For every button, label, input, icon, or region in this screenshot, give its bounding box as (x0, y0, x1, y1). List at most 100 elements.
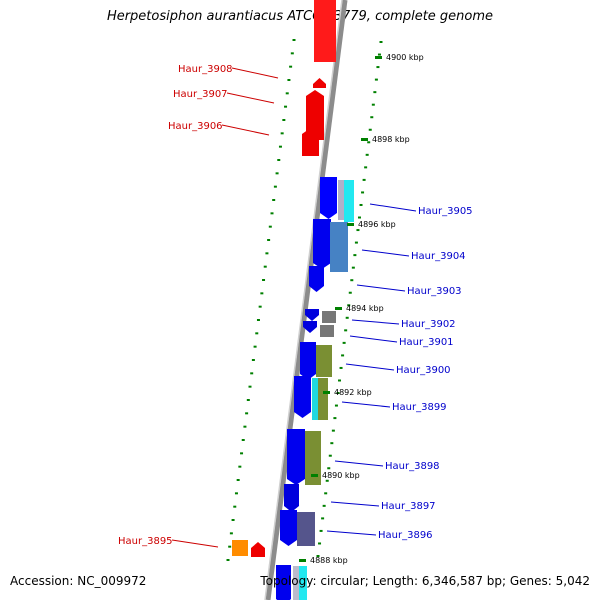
gene-label: Haur_3895 (118, 536, 173, 547)
guide-dot (351, 266, 355, 269)
guide-dot (233, 505, 237, 508)
gene-olive-box (318, 378, 328, 420)
guide-dot (250, 372, 254, 375)
guide-dot (260, 292, 264, 295)
guide-dot (331, 429, 335, 432)
guide-dot (273, 185, 277, 188)
guide-dot (258, 305, 262, 308)
gene-arrow-forward (276, 565, 291, 600)
guide-dot (245, 412, 249, 415)
gene-label: Haur_3908 (178, 64, 233, 75)
guide-dot (325, 479, 329, 482)
gene-label: Haur_3905 (418, 206, 473, 217)
gene-arrow-forward (300, 342, 316, 380)
gene-arrow-reverse (306, 90, 324, 140)
gene-orange-box (232, 540, 248, 556)
scale-tick-mark (375, 56, 382, 59)
guide-dot (226, 559, 230, 561)
guide-dot (362, 178, 366, 181)
gene-arrow-forward (284, 484, 299, 512)
genome-backbone (264, 0, 348, 600)
gene-cyan-box (344, 180, 354, 222)
guide-dot (282, 119, 286, 121)
guide-dot (373, 91, 377, 94)
gene-arrow-reverse (313, 78, 326, 88)
gene-label: Haur_3907 (173, 89, 228, 100)
gene-labels: Haur_3908 Haur_3907 Haur_3906 Haur_3905 Haur… (118, 64, 473, 548)
guide-dot (333, 417, 337, 420)
guide-dot (345, 316, 349, 319)
guide-dot (238, 465, 242, 468)
gene-label: Haur_3899 (392, 402, 447, 413)
gene-leader-line (351, 319, 400, 325)
guide-dot (328, 454, 332, 457)
guide-dot (285, 92, 289, 95)
guide-dot (272, 199, 276, 201)
guide-dot (339, 366, 343, 369)
scale-tick-label: 4892 kbp (334, 388, 372, 397)
gene-features (232, 0, 354, 600)
gene-arrow-forward (305, 309, 319, 321)
guide-dot (263, 265, 267, 268)
guide-dot (246, 399, 250, 401)
gene-arrow-reverse (302, 128, 319, 156)
guide-dot (292, 39, 296, 41)
guide-dot (284, 105, 288, 108)
guide-dot (253, 345, 257, 348)
guide-dot (289, 65, 293, 68)
scale-tick-label: 4890 kbp (322, 471, 360, 480)
gene-leader-line (330, 501, 380, 507)
gene-leader-line (341, 401, 391, 408)
map-title: Herpetosiphon aurantiacus ATCC 23779, co… (106, 9, 494, 24)
guide-dot (278, 145, 282, 148)
guide-dot (280, 132, 284, 135)
guide-dot (231, 519, 235, 521)
guide-dot (316, 555, 320, 557)
gene-label: Haur_3906 (168, 121, 223, 132)
gene-steelblue-box (330, 222, 348, 272)
backbone-line (265, 0, 348, 600)
guide-dot (327, 467, 331, 470)
guide-dot (350, 279, 354, 282)
gene-leader-line (369, 203, 417, 212)
gene-label: Haur_3898 (385, 461, 440, 472)
gene-label: Haur_3897 (381, 501, 436, 512)
guide-dot (290, 52, 294, 55)
guide-dot (319, 529, 323, 532)
guide-dot (322, 504, 326, 507)
guide-dot (347, 304, 351, 307)
guide-dot (324, 492, 328, 495)
guide-dot (377, 53, 381, 56)
guide-dot (277, 159, 281, 161)
gene-label: Haur_3900 (396, 365, 451, 376)
guide-dot (344, 329, 348, 332)
gene-leader-line (361, 249, 410, 257)
gene-label: Haur_3902 (401, 319, 456, 330)
guide-dot (338, 379, 342, 382)
guide-dot (330, 442, 334, 445)
gene-arrow-forward (294, 376, 311, 418)
guide-dot (379, 41, 383, 43)
guide-dot (336, 392, 340, 395)
scale-ticks: 4900 kbp 4898 kbp 4896 kbp 4894 kbp 4892 kbp… (299, 53, 424, 565)
scale-tick-mark (361, 138, 368, 141)
guide-dot (368, 128, 372, 131)
gene-cyan-box (299, 566, 307, 600)
gene-label: Haur_3904 (411, 251, 466, 262)
guide-dot (262, 279, 266, 281)
gene-leader-line (326, 530, 377, 536)
gene-leader-line (226, 92, 275, 104)
gene-leader-line (231, 67, 279, 79)
guide-dot (265, 252, 269, 255)
guide-dot (241, 439, 245, 441)
gene-leader-line (221, 124, 270, 136)
guide-dot (361, 191, 365, 194)
gene-label: Haur_3896 (378, 530, 433, 541)
scale-tick-label: 4898 kbp (372, 135, 410, 144)
gene-grey-box (338, 180, 348, 220)
guide-dot (356, 229, 360, 232)
gene-leader-line (334, 460, 384, 467)
scale-tick-mark (323, 391, 330, 394)
guide-dot (321, 517, 325, 520)
